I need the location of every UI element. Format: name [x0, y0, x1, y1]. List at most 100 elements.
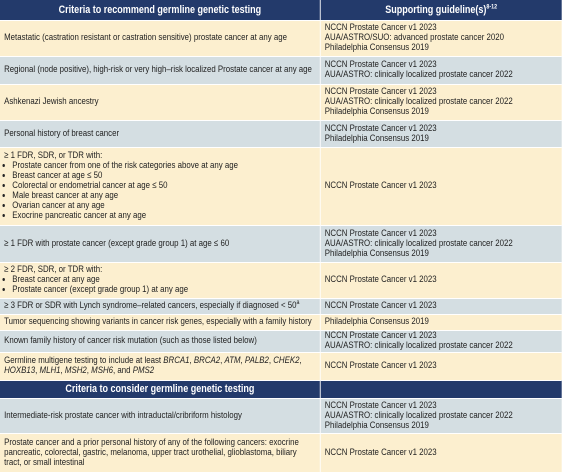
criteria-bullets: Breast cancer at any ageProstate cancer …	[4, 275, 316, 295]
criteria-part: , and	[113, 365, 133, 376]
criteria-text: ≥ 2 FDR, SDR, or TDR with:	[4, 264, 103, 275]
criteria-row: Metastatic (castration resistant or cast…	[0, 20, 562, 57]
guideline: AUA/ASTRO: clinically localized prostate…	[324, 96, 513, 107]
guideline-cell: NCCN Prostate Cancer v1 2023	[320, 147, 562, 226]
criteria-part: ,	[35, 365, 40, 376]
guideline: NCCN Prostate Cancer v1 2023	[324, 227, 437, 239]
criteria-part: MSH2	[64, 365, 87, 376]
criteria-row: Germline multigene testing to include at…	[0, 352, 562, 381]
guideline-cell: NCCN Prostate Cancer v1 2023 Philadelphia…	[320, 120, 562, 148]
guideline-cell: NCCN Prostate Cancer v1 2023 AUA/ASTRO: c…	[320, 398, 562, 434]
guideline-cell: NCCN Prostate Cancer v1 2023	[320, 352, 562, 381]
criteria-row: Ashkenazi Jewish ancestry NCCN Prostate C…	[0, 84, 562, 121]
criteria-row: Personal history of breast cancer NCCN Pr…	[0, 120, 562, 148]
criteria-part: ,	[60, 365, 65, 376]
guideline-cell: NCCN Prostate Cancer v1 2023 AUA/ASTRO: c…	[320, 330, 562, 353]
guideline: NCCN Prostate Cancer v1 2023	[324, 300, 437, 311]
criteria-cell: ≥ 2 FDR, SDR, or TDR with:Breast cancer …	[0, 262, 321, 299]
criteria-row: ≥ 3 FDR or SDR with Lynch syndrome–relat…	[0, 298, 562, 315]
guideline-cell: NCCN Prostate Cancer v1 2023	[320, 262, 562, 299]
criteria-part: ,	[240, 355, 245, 366]
criteria-cell: Prostate cancer and a prior personal his…	[0, 433, 321, 473]
criteria-text: Prostate cancer and a prior personal his…	[4, 436, 299, 468]
guideline-cell: NCCN Prostate Cancer v1 2023 AUA/ASTRO: c…	[320, 225, 562, 263]
criteria-row: Known family history of cancer risk muta…	[0, 330, 562, 353]
guideline: Philadelphia Consensus 2019	[324, 132, 429, 144]
guideline: NCCN Prostate Cancer v1 2023	[324, 330, 437, 341]
guideline-cell: NCCN Prostate Cancer v1 2023 AUA/ASTRO: c…	[320, 84, 562, 121]
criteria-text: Personal history of breast cancer	[4, 127, 120, 139]
criteria-part: ,	[220, 355, 225, 366]
criteria-text: ≥ 1 FDR with prostate cancer (except gra…	[4, 237, 230, 249]
criteria-bullet: Prostate cancer from one of the risk cat…	[12, 161, 315, 171]
guideline: NCCN Prostate Cancer v1 2023	[324, 22, 437, 33]
criteria-part: PMS2	[132, 365, 155, 376]
guideline: NCCN Prostate Cancer v1 2023	[324, 274, 437, 285]
criteria-text: ≥ 1 FDR, SDR, or TDR with:	[4, 150, 103, 161]
guideline: AUA/ASTRO: clinically localized prostate…	[324, 409, 513, 421]
guideline: Philadelphia Consensus 2019	[324, 316, 429, 327]
criteria-part: ,	[268, 355, 274, 366]
criteria-part: ,	[299, 355, 302, 366]
guideline-header-sup: 8-12	[486, 3, 498, 11]
criteria-cell: Ashkenazi Jewish ancestry	[0, 84, 321, 121]
criteria-cell: Metastatic (castration resistant or cast…	[0, 20, 321, 57]
criteria-part: HOXB13	[4, 365, 36, 376]
guideline-cell: NCCN Prostate Cancer v1 2023 AUA/ASTRO: c…	[320, 56, 562, 85]
criteria-cell: ≥ 1 FDR with prostate cancer (except gra…	[0, 225, 321, 263]
guideline: AUA/ASTRO/SUO: advanced prostate cancer …	[324, 32, 505, 43]
criteria-row: Intermediate-risk prostate cancer with i…	[0, 398, 562, 434]
criteria-part: BRCA2	[193, 355, 221, 366]
guideline-header: Supporting guideline(s)8-12	[320, 0, 562, 21]
criteria-bullet: Colorectal or endometrial cancer at age …	[12, 181, 315, 191]
criteria-text: Metastatic (castration resistant or cast…	[4, 32, 288, 43]
criteria-text: Known family history of cancer risk muta…	[4, 335, 257, 346]
criteria-part: Germline multigene testing to include at…	[4, 355, 164, 366]
criteria-bullet: Breast cancer at any age	[12, 275, 315, 285]
guideline: NCCN Prostate Cancer v1 2023	[324, 86, 437, 97]
criteria-row: Tumor sequencing showing variants in can…	[0, 314, 562, 331]
guideline: AUA/ASTRO: clinically localized prostate…	[324, 340, 513, 351]
criteria-bullet: Ovarian cancer at any age	[12, 201, 315, 211]
section-header-row: Criteria to recommend germline genetic t…	[0, 0, 562, 21]
criteria-bullet: Male breast cancer at any age	[12, 191, 315, 201]
criteria-row: ≥ 1 FDR with prostate cancer (except gra…	[0, 225, 562, 263]
guideline-cell: Philadelphia Consensus 2019	[320, 314, 562, 331]
section-header-row: Criteria to consider germline genetic te…	[0, 380, 562, 399]
criteria-part: CHEK2	[273, 355, 300, 366]
criteria-part: PALB2	[244, 355, 269, 366]
criteria-cell: Personal history of breast cancer	[0, 120, 321, 148]
criteria-row: ≥ 2 FDR, SDR, or TDR with:Breast cancer …	[0, 262, 562, 299]
criteria-cell: Tumor sequencing showing variants in can…	[0, 314, 321, 331]
criteria-header: Criteria to consider germline genetic te…	[0, 380, 321, 399]
criteria-row: Regional (node positive), high-risk or v…	[0, 56, 562, 85]
guideline: AUA/ASTRO: clinically localized prostate…	[324, 69, 513, 80]
criteria-row: ≥ 1 FDR, SDR, or TDR with:Prostate cance…	[0, 147, 562, 226]
guideline: Philadelphia Consensus 2019	[324, 42, 429, 53]
criteria-text: Intermediate-risk prostate cancer with i…	[4, 409, 242, 421]
criteria-cell: Regional (node positive), high-risk or v…	[0, 56, 321, 85]
criteria-cell: Known family history of cancer risk muta…	[0, 330, 321, 353]
criteria-part: MSH6	[91, 365, 114, 376]
criteria-part: BRCA1	[163, 355, 190, 366]
criteria-cell: ≥ 1 FDR, SDR, or TDR with:Prostate cance…	[0, 147, 321, 226]
criteria-bullet: Exocrine pancreatic cancer at any age	[12, 211, 315, 221]
criteria-text: Tumor sequencing showing variants in can…	[4, 316, 312, 327]
guideline: Philadelphia Consensus 2019	[324, 247, 429, 259]
criteria-row: Prostate cancer and a prior personal his…	[0, 433, 562, 473]
guideline: NCCN Prostate Cancer v1 2023	[324, 59, 437, 70]
guideline: AUA/ASTRO: clinically localized prostate…	[324, 237, 513, 249]
guideline: Philadelphia Consensus 2019	[324, 106, 429, 117]
guideline: Philadelphia Consensus 2019	[324, 419, 429, 431]
criteria-part: ,	[86, 365, 92, 376]
guideline: NCCN Prostate Cancer v1 2023	[324, 399, 437, 411]
criteria-part: ,	[189, 355, 194, 366]
criteria-bullet: Prostate cancer (except grade group 1) a…	[12, 285, 315, 295]
guideline-cell: NCCN Prostate Cancer v1 2023	[320, 298, 562, 315]
guideline: NCCN Prostate Cancer v1 2023	[324, 360, 437, 371]
criteria-cell: Germline multigene testing to include at…	[0, 352, 321, 381]
criteria-part: ATM	[224, 355, 241, 366]
guideline-header-text: Supporting guideline(s)	[385, 3, 487, 16]
